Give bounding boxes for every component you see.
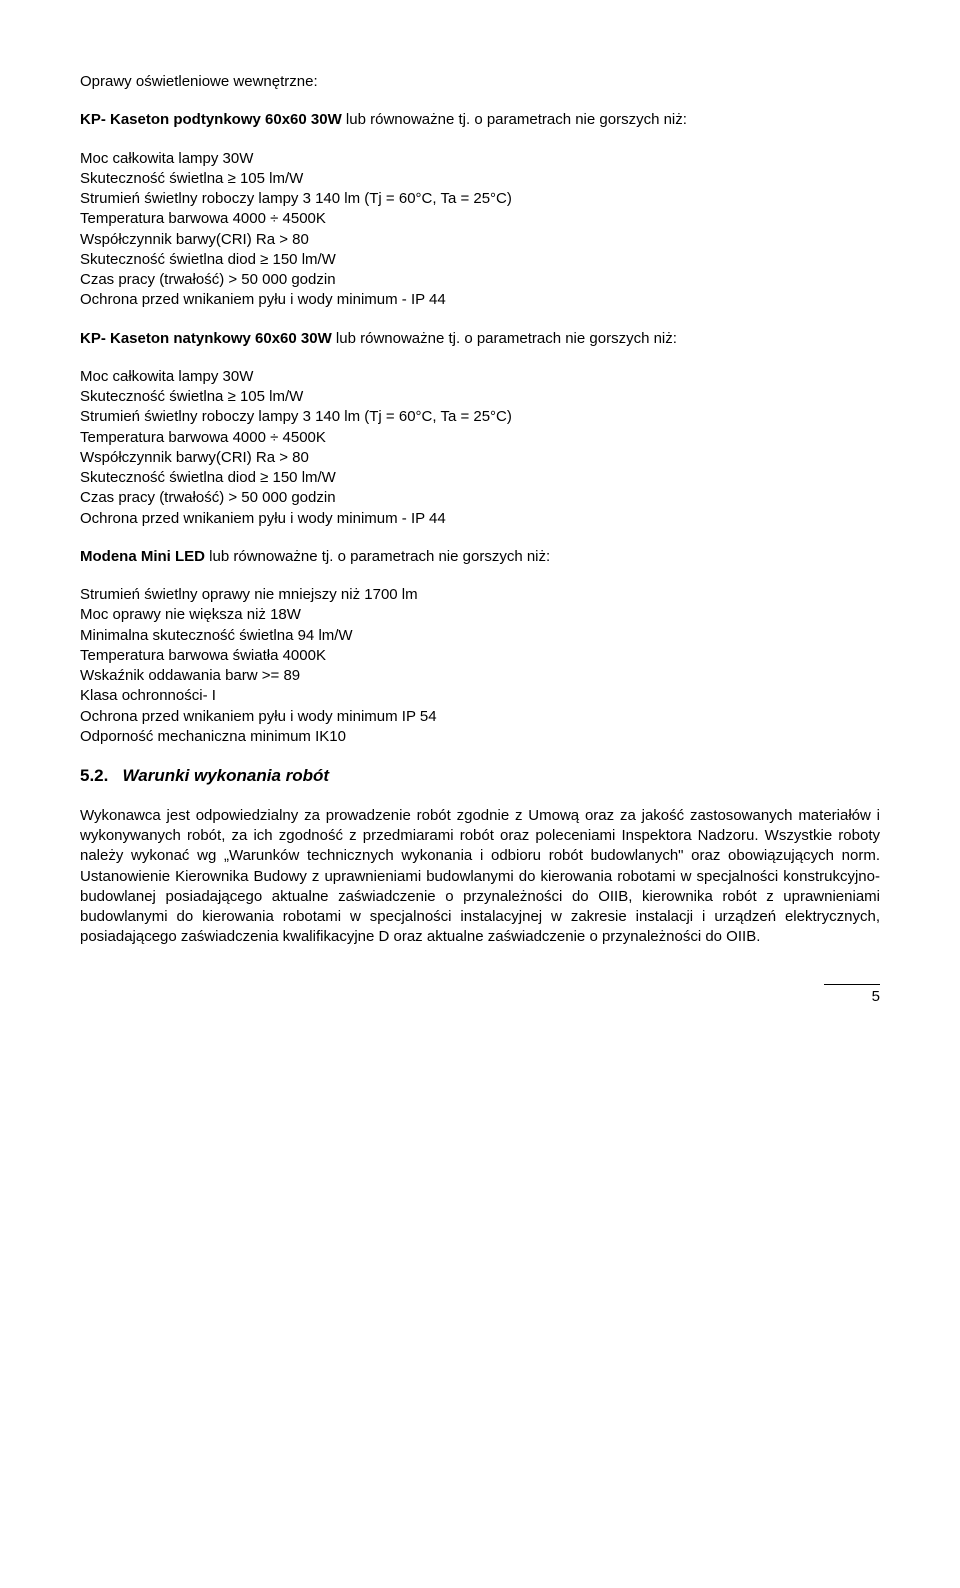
kp-natynkowy-subtitle: lub równoważne tj. o parametrach nie gor… [332,330,677,347]
page-number: 5 [872,988,880,1005]
spec-line: Strumień świetlny roboczy lampy 3 140 lm… [80,407,880,427]
page-footer: 5 [80,984,880,1007]
modena-specs: Strumień świetlny oprawy nie mniejszy ni… [80,585,880,747]
spec-line: Współczynnik barwy(CRI) Ra > 80 [80,230,880,250]
spec-line: Współczynnik barwy(CRI) Ra > 80 [80,448,880,468]
spec-line: Czas pracy (trwałość) > 50 000 godzin [80,270,880,290]
spec-line: Temperatura barwowa 4000 ÷ 4500K [80,428,880,448]
modena-title: Modena Mini LED [80,548,205,565]
interior-fixtures-heading: Oprawy oświetleniowe wewnętrzne: [80,72,880,92]
spec-line: Skuteczność świetlna ≥ 105 lm/W [80,387,880,407]
spec-line: Minimalna skuteczność świetlna 94 lm/W [80,626,880,646]
modena-heading: Modena Mini LED lub równoważne tj. o par… [80,547,880,567]
kp-podtynkowy-heading: KP- Kaseton podtynkowy 60x60 30W lub rów… [80,110,880,130]
kp-podtynkowy-specs: Moc całkowita lampy 30W Skuteczność świe… [80,149,880,311]
spec-line: Ochrona przed wnikaniem pyłu i wody mini… [80,290,880,310]
spec-line: Odporność mechaniczna minimum IK10 [80,727,880,747]
spec-line: Temperatura barwowa 4000 ÷ 4500K [80,209,880,229]
modena-subtitle: lub równoważne tj. o parametrach nie gor… [205,548,550,565]
spec-line: Moc całkowita lampy 30W [80,367,880,387]
spec-line: Moc oprawy nie większa niż 18W [80,605,880,625]
spec-line: Skuteczność świetlna diod ≥ 150 lm/W [80,250,880,270]
spec-line: Klasa ochronności- I [80,686,880,706]
spec-line: Ochrona przed wnikaniem pyłu i wody mini… [80,707,880,727]
kp-podtynkowy-title: KP- Kaseton podtynkowy 60x60 30W [80,111,342,128]
spec-line: Wskaźnik oddawania barw >= 89 [80,666,880,686]
spec-line: Moc całkowita lampy 30W [80,149,880,169]
spec-line: Strumień świetlny roboczy lampy 3 140 lm… [80,189,880,209]
spec-line: Czas pracy (trwałość) > 50 000 godzin [80,488,880,508]
spec-line: Strumień świetlny oprawy nie mniejszy ni… [80,585,880,605]
section-5-2-title: Warunki wykonania robót [123,766,330,785]
page-number-rule [824,984,880,985]
spec-line: Ochrona przed wnikaniem pyłu i wody mini… [80,509,880,529]
section-5-2-number: 5.2. [80,766,108,785]
spec-line: Skuteczność świetlna diod ≥ 150 lm/W [80,468,880,488]
spec-line: Skuteczność świetlna ≥ 105 lm/W [80,169,880,189]
kp-podtynkowy-subtitle: lub równoważne tj. o parametrach nie gor… [342,111,687,128]
kp-natynkowy-heading: KP- Kaseton natynkowy 60x60 30W lub równ… [80,329,880,349]
kp-natynkowy-specs: Moc całkowita lampy 30W Skuteczność świe… [80,367,880,529]
kp-natynkowy-title: KP- Kaseton natynkowy 60x60 30W [80,330,332,347]
section-5-2-body: Wykonawca jest odpowiedzialny za prowadz… [80,806,880,948]
section-5-2-heading: 5.2. Warunki wykonania robót [80,765,880,788]
spec-line: Temperatura barwowa światła 4000K [80,646,880,666]
